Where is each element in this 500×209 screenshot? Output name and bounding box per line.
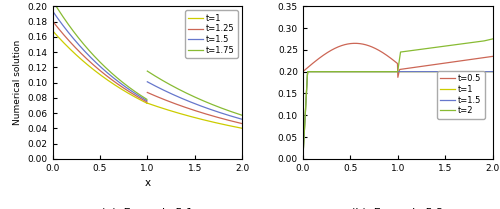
t=1 [300,158,306,160]
X-axis label: x: x [144,178,150,188]
t=1.5 [390,70,396,73]
t=1.5 [403,70,409,73]
t=0.5 [390,59,396,61]
t=1 [390,70,396,73]
Legend: t=0.5, t=1, t=1.5, t=2: t=0.5, t=1, t=1.5, t=2 [437,71,484,119]
t=1.75 [154,75,160,78]
t=1.5 [74,42,80,44]
t=1 [490,70,496,73]
Legend: t=1, t=1.25, t=1.5, t=1.75: t=1, t=1.25, t=1.5, t=1.75 [185,10,238,58]
t=1.75 [118,80,124,82]
Line: t=1: t=1 [52,31,242,128]
t=0.5 [403,67,409,70]
t=1 [392,70,398,73]
Y-axis label: Numerical solution: Numerical solution [13,40,22,125]
t=1 [50,29,56,32]
Line: t=1.5: t=1.5 [303,72,492,159]
t=1.25 [50,20,56,22]
t=1.25 [145,91,151,94]
t=2 [485,39,491,41]
t=1.75 [170,85,176,88]
t=2 [456,43,462,46]
t=1.5 [145,81,151,83]
t=1.75 [74,35,80,37]
t=1.75 [145,70,151,73]
t=1 [154,105,160,107]
t=1 [305,70,311,73]
t=1.25 [188,108,194,111]
t=1.25 [154,95,160,98]
t=1 [188,116,194,118]
t=1.5 [118,82,124,85]
t=1.25 [170,102,176,104]
t=1 [145,102,151,104]
t=0.5 [300,70,306,73]
Line: t=0.5: t=0.5 [303,43,492,77]
t=0.5 [456,60,462,62]
t=0.5 [486,56,492,58]
t=1 [118,87,124,90]
Line: t=1.25: t=1.25 [52,21,242,124]
t=2 [391,70,397,73]
t=1.75 [50,0,56,2]
t=1.5 [486,70,492,73]
t=2 [402,50,408,53]
t=1.5 [188,101,194,104]
t=1 [486,70,492,73]
t=1.5 [239,118,245,121]
t=1.5 [413,70,419,73]
Text: (b)  Example 5.2: (b) Example 5.2 [352,208,444,209]
Line: t=1.75: t=1.75 [52,0,242,115]
t=1.5 [154,85,160,88]
t=2 [412,49,418,51]
t=2 [390,70,396,73]
t=0.5 [395,76,401,79]
t=1.75 [239,114,245,117]
t=1.5 [456,70,462,73]
t=1 [74,55,80,57]
t=1.5 [305,70,311,73]
t=1 [170,110,176,113]
t=1.5 [300,158,306,160]
t=1.5 [392,70,398,73]
t=1 [413,70,419,73]
t=1.75 [188,94,194,97]
t=2 [490,38,496,40]
t=1.25 [239,122,245,125]
t=1.5 [490,70,496,73]
t=1 [239,127,245,130]
t=2 [300,158,306,160]
t=0.5 [414,66,420,68]
Text: (a)  Example 5.1: (a) Example 5.1 [102,208,194,209]
t=1 [456,70,462,73]
t=0.5 [490,55,496,58]
Line: t=2: t=2 [303,39,492,159]
t=0.5 [392,60,398,62]
t=1.5 [170,93,176,96]
Line: t=1.5: t=1.5 [52,11,242,119]
t=1.25 [74,48,80,51]
t=1 [403,70,409,73]
t=1.5 [50,10,56,12]
t=1.25 [118,85,124,87]
t=0.5 [352,42,358,45]
Line: t=1: t=1 [303,72,492,159]
